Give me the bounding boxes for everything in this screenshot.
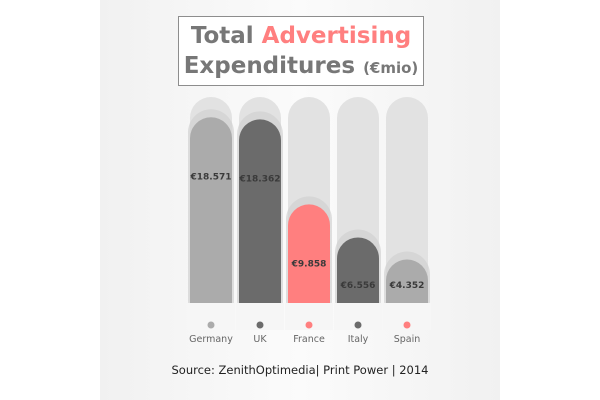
bar-germany <box>190 117 232 324</box>
category-label-spain: Spain <box>394 334 421 345</box>
source-note: Source: ZenithOptimedia| Print Power | 2… <box>171 363 429 377</box>
category-label-france: France <box>293 334 325 345</box>
bar-uk <box>239 119 281 324</box>
legend-dot-uk <box>256 321 264 329</box>
category-label-uk: UK <box>253 334 267 345</box>
legend-dot-france <box>305 321 313 329</box>
title-line-2: Expenditures <box>183 53 356 79</box>
chart-title-box: Total Advertising Expenditures (€mio) <box>178 16 424 86</box>
title-main-word: Total <box>190 23 254 49</box>
legend-dot-italy <box>354 321 362 329</box>
category-label-italy: Italy <box>348 334 369 345</box>
chart-title-line-1: Total Advertising <box>179 21 423 51</box>
bar-value-label-italy: €6.556 <box>340 281 376 291</box>
bar-italy <box>337 237 379 324</box>
chart-title-line-2: Expenditures (€mio) <box>179 51 423 83</box>
legend-dot-germany <box>207 321 215 329</box>
category-label-germany: Germany <box>189 334 233 345</box>
bar-value-label-uk: €18.362 <box>239 174 281 184</box>
bar-value-label-germany: €18.571 <box>190 172 232 182</box>
title-unit: (€mio) <box>363 59 419 77</box>
bar-france <box>288 204 330 324</box>
legend-dot-spain <box>403 321 411 329</box>
bar-value-label-spain: €4.352 <box>389 281 425 291</box>
bar-value-label-france: €9.858 <box>291 259 327 269</box>
title-accent-word: Advertising <box>261 23 412 49</box>
